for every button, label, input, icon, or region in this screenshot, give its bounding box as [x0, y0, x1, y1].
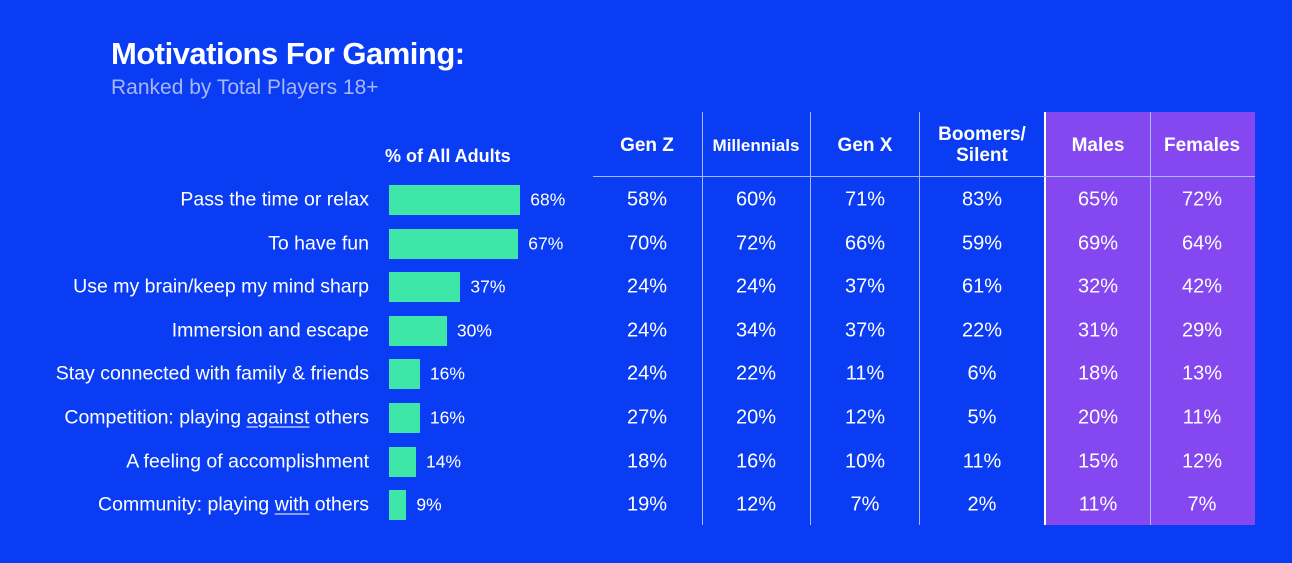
table-cell: 34% [735, 319, 777, 342]
table-cell: 72% [735, 232, 777, 255]
category-label: Stay connected with family & friends [55, 362, 369, 385]
table-cell: 22% [961, 319, 1003, 342]
bar [389, 359, 420, 390]
table-cell: 2% [967, 493, 997, 516]
column-divider [702, 112, 703, 525]
chart-subtitle: Ranked by Total Players 18+ [111, 76, 379, 99]
table-cell: 6% [967, 362, 997, 385]
table-cell: 15% [1077, 450, 1119, 473]
table-cell: 18% [1077, 362, 1119, 385]
category-label: A feeling of accomplishment [126, 450, 369, 473]
table-cell: 12% [844, 406, 886, 429]
table-cell: 20% [735, 406, 777, 429]
table-cell: 29% [1181, 319, 1223, 342]
table-cell: 24% [626, 319, 668, 342]
table-cell: 11% [1182, 406, 1222, 429]
bar-value-label: 14% [426, 451, 462, 472]
gen-x-header: Gen X [837, 134, 893, 156]
bar [389, 446, 417, 477]
table-cell: 24% [626, 362, 668, 385]
bar [389, 490, 407, 521]
bar-value-label: 16% [429, 407, 465, 428]
table-cell: 60% [735, 188, 777, 211]
table-cell: 72% [1181, 188, 1223, 211]
table-cell: 5% [967, 406, 997, 429]
bar [389, 272, 461, 303]
category-label: Immersion and escape [171, 319, 369, 342]
gen-z-header: Gen Z [620, 134, 674, 156]
table-cell: 13% [1181, 362, 1223, 385]
table-cell: 24% [626, 275, 668, 298]
table-cell: 64% [1181, 232, 1223, 255]
table-cell: 65% [1077, 188, 1119, 211]
table-cell: 10% [844, 450, 886, 473]
category-label: Use my brain/keep my mind sharp [73, 275, 369, 298]
table-cell: 16% [735, 450, 777, 473]
bar-value-label: 67% [528, 233, 564, 254]
table-cell: 42% [1181, 275, 1223, 298]
table-cell: 37% [844, 275, 886, 298]
table-cell: 83% [961, 188, 1003, 211]
table-cell: 12% [735, 493, 777, 516]
category-label: To have fun [268, 232, 369, 255]
bar-value-label: 9% [416, 494, 442, 515]
table-cell: 61% [961, 275, 1003, 298]
bar-value-label: 37% [470, 276, 506, 297]
category-label: Pass the time or relax [180, 188, 369, 211]
column-divider [919, 112, 920, 525]
bar [389, 403, 420, 433]
header-divider [593, 176, 1255, 177]
table-cell: 22% [735, 362, 777, 385]
table-cell: 32% [1077, 275, 1119, 298]
table-cell: 70% [626, 232, 668, 255]
table-cell: 19% [626, 493, 668, 516]
table-cell: 12% [1181, 450, 1223, 473]
value-column-header: % of All Adults [385, 146, 511, 166]
category-label: Competition: playing against others [64, 406, 369, 429]
millennials-header: Millennials [712, 135, 800, 155]
bar-value-label: 68% [530, 189, 566, 210]
table-cell: 59% [961, 232, 1003, 255]
bar [389, 185, 521, 215]
column-divider [1044, 112, 1046, 525]
table-cell: 7% [850, 493, 880, 516]
table-cell: 18% [626, 450, 668, 473]
boomers-silent-header: Boomers/ Silent [938, 124, 1026, 166]
females-header: Females [1163, 134, 1241, 156]
bar-value-label: 30% [456, 320, 492, 341]
category-label: Community: playing with others [98, 493, 369, 516]
table-cell: 24% [735, 275, 777, 298]
table-cell: 71% [844, 188, 886, 211]
table-cell: 27% [626, 406, 668, 429]
table-cell: 66% [844, 232, 886, 255]
table-cell: 69% [1077, 232, 1119, 255]
table-cell: 11% [962, 450, 1002, 473]
table-cell: 58% [626, 188, 668, 211]
bar-value-label: 16% [429, 363, 465, 384]
males-header: Males [1071, 134, 1125, 156]
chart-title: Motivations For Gaming: [111, 36, 465, 71]
bar [389, 228, 519, 259]
table-cell: 7% [1187, 493, 1217, 516]
column-divider [1150, 112, 1151, 525]
table-cell: 11% [845, 362, 885, 385]
table-cell: 11% [1078, 493, 1118, 516]
table-cell: 20% [1077, 406, 1119, 429]
column-divider [810, 112, 811, 525]
table-cell: 31% [1077, 319, 1119, 342]
bar [389, 315, 447, 346]
table-cell: 37% [844, 319, 886, 342]
